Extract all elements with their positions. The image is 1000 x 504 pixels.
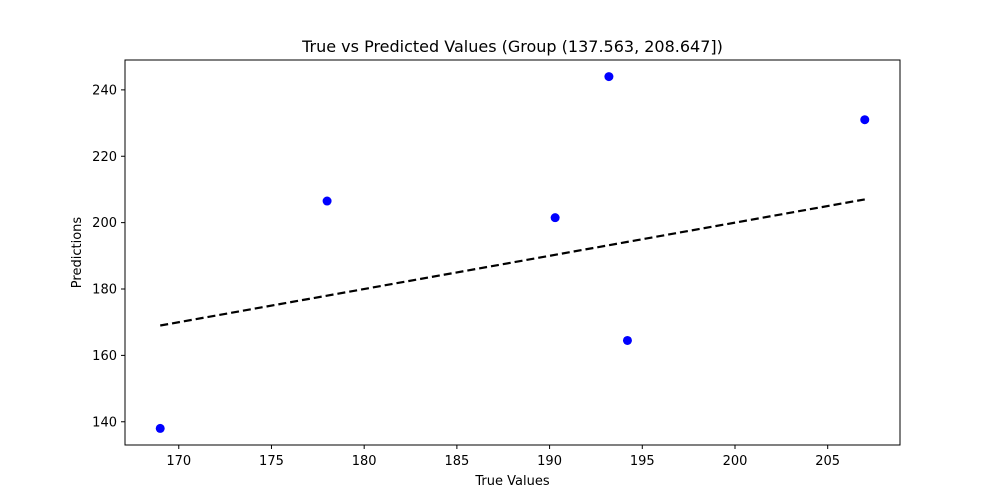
scatter-point <box>860 115 870 125</box>
x-axis-label: True Values <box>474 474 549 489</box>
y-tick-label: 220 <box>92 150 117 165</box>
y-tick-label: 140 <box>92 415 117 430</box>
chart-title: True vs Predicted Values (Group (137.563… <box>301 37 723 56</box>
plot-area <box>155 72 870 433</box>
y-tick-label: 160 <box>92 349 117 364</box>
y-tick-label: 240 <box>92 83 117 98</box>
y-tick-label: 200 <box>92 216 117 231</box>
scatter-point <box>622 335 632 345</box>
x-tick-label: 205 <box>815 454 840 469</box>
scatter-point <box>155 423 165 433</box>
x-axis: 170 175 180 185 190 195 200 205 <box>166 445 840 469</box>
x-tick-label: 180 <box>352 454 377 469</box>
x-tick-label: 175 <box>259 454 284 469</box>
plot-frame <box>124 59 901 446</box>
x-tick-label: 190 <box>537 454 562 469</box>
y-tick-label: 180 <box>92 283 117 298</box>
x-tick-label: 185 <box>444 454 469 469</box>
x-tick-label: 170 <box>166 454 191 469</box>
x-tick-label: 195 <box>630 454 655 469</box>
scatter-point <box>550 213 560 223</box>
x-tick-label: 200 <box>723 454 748 469</box>
scatter-point <box>604 72 614 82</box>
y-axis: 140 160 180 200 220 240 <box>92 83 125 430</box>
y-axis-label: Predictions <box>70 217 85 289</box>
scatter-point <box>322 196 332 206</box>
